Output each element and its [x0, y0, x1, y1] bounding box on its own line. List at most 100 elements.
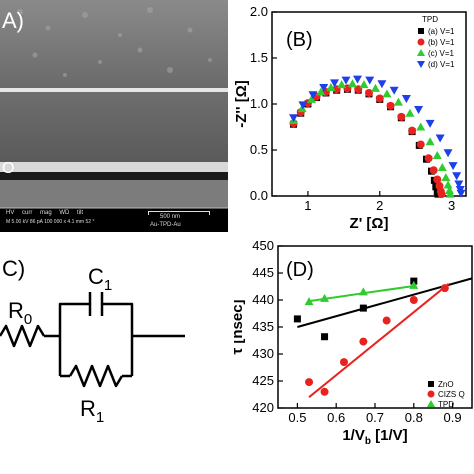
data-point	[408, 126, 417, 135]
bright-interface	[0, 88, 228, 92]
data-point	[397, 112, 406, 121]
substrate	[0, 180, 228, 208]
y-tick-label: 450	[252, 238, 274, 253]
data-point	[435, 134, 445, 143]
lifetime-plot-panel: 0.5 0.6 0.7 0.8 0.9 420 425 430 435 440 445 450 1/Vb…	[234, 236, 474, 474]
scale-bar	[148, 211, 210, 215]
data-point	[429, 166, 438, 175]
data-point	[416, 140, 425, 149]
data-point	[448, 162, 458, 171]
sem-image-panel: A) O HV curr mag WD tilt M 5.00 kV 86 pA…	[0, 0, 228, 232]
data-point	[382, 89, 392, 98]
data-point	[425, 119, 435, 128]
x-tick-label: 3	[448, 198, 455, 213]
data-point	[320, 293, 330, 302]
data-point	[319, 83, 329, 92]
data-point	[452, 172, 462, 181]
data-point	[437, 190, 446, 199]
y-tick-label: 425	[252, 373, 274, 388]
data-point	[424, 154, 433, 163]
data-point	[347, 79, 357, 88]
data-point	[445, 189, 455, 198]
data-point	[370, 83, 380, 92]
legend-title: TPD	[422, 15, 438, 24]
data-point	[365, 88, 373, 97]
lifetime-plot: 0.5 0.6 0.7 0.8 0.9 420 425 430 435 440 445 450 1/Vb…	[234, 238, 473, 447]
legend-marker	[427, 400, 435, 407]
y-tick-label: 430	[252, 346, 274, 361]
y-tick-label: 420	[252, 400, 274, 415]
y-axis-label: τ [nsec]	[234, 299, 246, 354]
data-point	[443, 149, 453, 158]
scale-label: 500 nm	[160, 214, 181, 220]
r1-resistor	[68, 364, 124, 388]
data-point	[365, 76, 375, 85]
upper-branch	[58, 302, 90, 376]
x-axis-label: 1/Vb [1/V]	[342, 427, 407, 447]
sem-info-bar	[0, 208, 228, 232]
middle-layer	[0, 92, 228, 162]
data-point	[359, 337, 368, 346]
r0-resistor	[0, 324, 46, 348]
top-layer	[0, 0, 228, 88]
data-point	[304, 297, 314, 306]
x-tick-label: 0.5	[288, 410, 306, 425]
legend-label: (c) V=1	[428, 49, 455, 58]
y-tick-label: 1.5	[250, 50, 268, 65]
data-point	[308, 91, 318, 100]
data-point	[409, 280, 419, 289]
x-tick-label: 2	[376, 198, 383, 213]
data-point	[321, 333, 329, 341]
legend-label: CIZS Q	[438, 390, 465, 399]
legend-marker	[427, 390, 435, 398]
data-point	[405, 108, 415, 117]
x-tick-label: 1	[304, 198, 311, 213]
nyquist-plot-panel: 1 2 3 0.0 0.5 1.0 1.5 2.0 Z' [Ω] -Z'' [Ω] (B) TPD (a…	[234, 0, 474, 232]
data-point	[293, 315, 301, 323]
data-point	[401, 94, 411, 103]
data-point	[337, 80, 347, 89]
legend-label: TPD	[438, 400, 454, 409]
panel-b-label: (B)	[286, 29, 313, 51]
sem-image	[0, 0, 228, 232]
data-point	[330, 79, 340, 88]
data-point	[386, 101, 395, 110]
sem-field-values: M 5.00 kV 86 pA 100 000 x 4.1 mm 52 °	[6, 219, 95, 225]
data-point	[353, 75, 363, 84]
data-point	[393, 97, 403, 106]
data-point	[432, 151, 442, 160]
x-tick-label: 0.7	[366, 410, 384, 425]
legend-label: (d) V=1	[428, 60, 455, 69]
y-tick-label: 0.5	[250, 142, 268, 157]
x-tick-label: 0.9	[444, 410, 462, 425]
data-point	[320, 387, 329, 396]
data-point	[416, 122, 426, 131]
y-tick-label: 1.0	[250, 96, 268, 111]
data-point	[298, 101, 308, 110]
equivalent-circuit-panel: C) R0 C1 R1	[0, 236, 232, 474]
y-tick-label: 445	[252, 265, 274, 280]
legend-marker	[428, 381, 434, 387]
sample-label: Au-TPD-Au	[150, 222, 181, 228]
data-point	[382, 316, 391, 325]
data-point	[389, 86, 399, 95]
legend-marker	[418, 28, 424, 34]
legend-label: (a) V=1	[428, 27, 455, 36]
data-point	[359, 80, 369, 89]
data-point	[409, 296, 418, 304]
data-point	[316, 87, 326, 96]
data-point	[359, 304, 367, 312]
y-tick-label: 435	[252, 319, 274, 334]
data-point	[454, 180, 464, 189]
legend-marker	[417, 38, 425, 46]
data-point	[444, 185, 454, 194]
data-point	[305, 378, 314, 387]
data-point	[341, 76, 351, 85]
data-point	[377, 80, 387, 89]
data-point	[425, 137, 435, 146]
lower-interface	[0, 162, 228, 172]
panel-d-label: (D)	[286, 259, 314, 281]
legend-label: ZnO	[438, 380, 454, 389]
panel-c-label: C)	[2, 256, 25, 281]
data-point	[358, 287, 368, 296]
